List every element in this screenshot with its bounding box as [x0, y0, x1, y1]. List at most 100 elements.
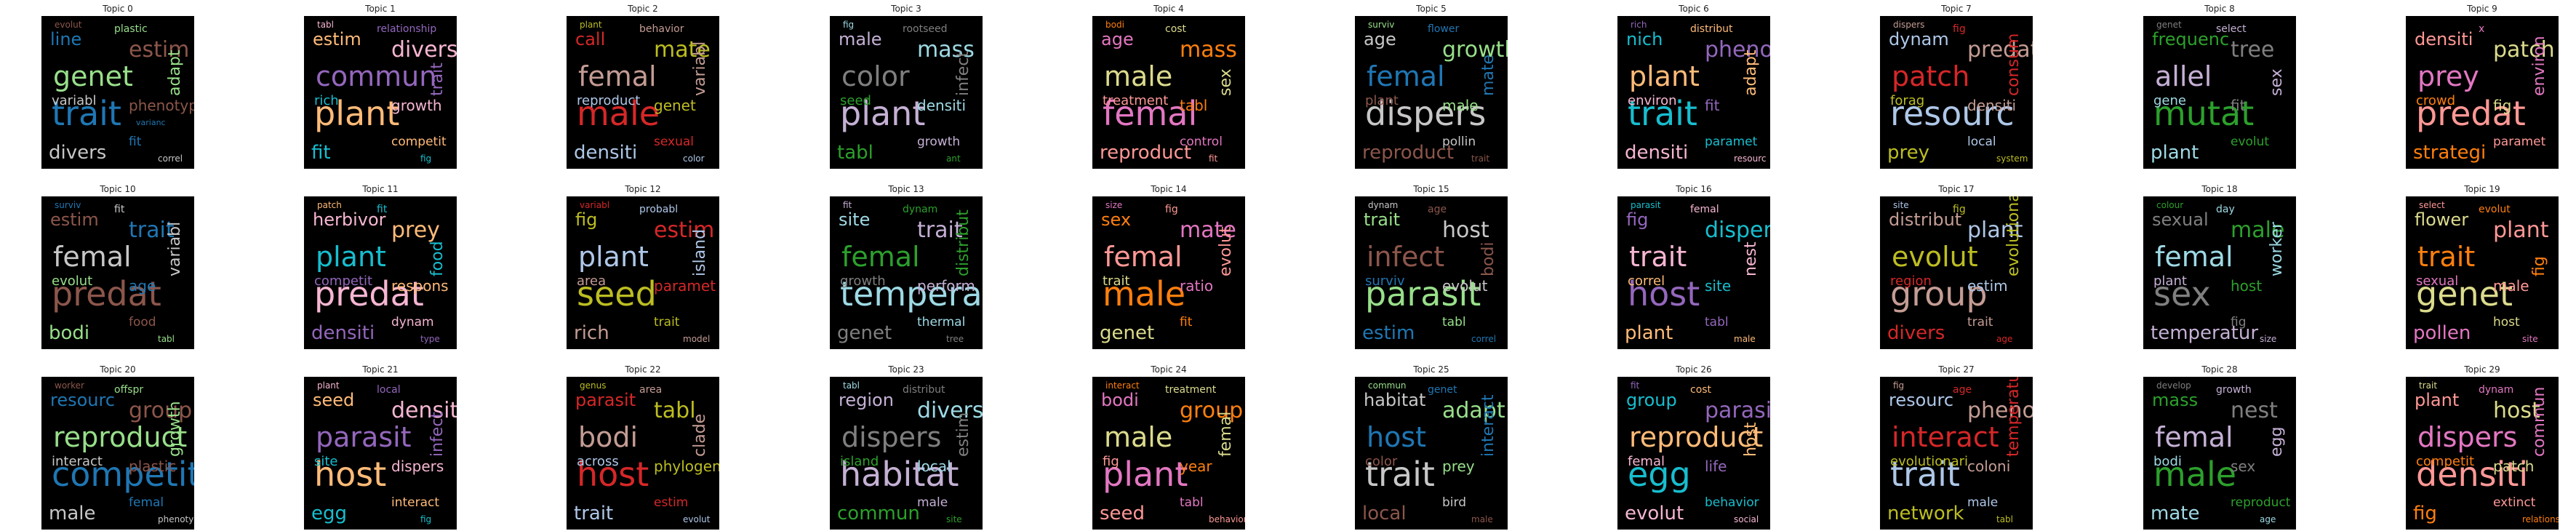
cloud-word: growth — [166, 401, 184, 457]
cloud-word: dispers — [1893, 20, 1924, 30]
cloud-word: male — [1103, 274, 1185, 314]
word-cloud: temperaturfemaltrait genet site distributpe… — [830, 196, 983, 349]
cloud-word: age — [1101, 29, 1134, 49]
cloud-word: parasit — [1365, 274, 1481, 314]
topic-title: Topic 20 — [100, 364, 136, 375]
cloud-word: adapt — [166, 49, 184, 96]
topic-title: Topic 19 — [2464, 184, 2500, 194]
cloud-word: femal — [1104, 241, 1183, 273]
cloud-word: dispers — [391, 458, 444, 475]
cloud-word: competit — [391, 135, 447, 149]
cloud-word: genet — [2416, 274, 2513, 314]
cloud-word: model — [683, 334, 710, 344]
cloud-word: evolut — [2231, 135, 2269, 149]
cloud-word: evolutionari — [1890, 454, 1968, 469]
cloud-word: growth — [391, 97, 442, 114]
cloud-word: male — [839, 29, 882, 49]
cloud-word: tabl — [1442, 315, 1466, 330]
topic-title: Topic 8 — [2204, 4, 2235, 14]
cloud-word: trait — [129, 217, 175, 243]
cloud-word: genet — [837, 322, 892, 344]
cloud-word: fig — [420, 514, 431, 524]
cloud-word: bird — [1442, 495, 1466, 510]
cloud-word: tabl — [1705, 315, 1729, 330]
cloud-word: local — [917, 458, 951, 475]
cloud-word: plant — [2151, 142, 2199, 164]
cloud-word: color — [683, 153, 705, 164]
cloud-word: network — [1887, 503, 1964, 524]
cloud-word: tabl — [843, 380, 860, 391]
cloud-word: reproduct — [2231, 495, 2291, 510]
cloud-word: color — [1365, 454, 1398, 469]
word-cloud: plant commun divers fit estim trait growth rich… — [304, 16, 457, 169]
cloud-word: rich — [314, 93, 339, 108]
cloud-word: coloni — [1967, 458, 2010, 475]
cloud-word: strategi — [2413, 142, 2486, 164]
cloud-word: prey — [1887, 142, 1929, 164]
cloud-word: bodi — [1101, 390, 1139, 410]
cloud-word: densiti — [311, 322, 375, 344]
word-cloud: mutat allel tree plant frequenc sex fit gene evo… — [2143, 16, 2296, 169]
cloud-word: fig — [1893, 380, 1904, 391]
cloud-word: competit — [52, 455, 194, 494]
cloud-word: prey — [2417, 60, 2479, 92]
cloud-word: plant — [1625, 322, 1673, 344]
cloud-word: mate — [654, 37, 711, 63]
cloud-word: sex — [2153, 274, 2211, 314]
cloud-word: nich — [1626, 29, 1663, 49]
cloud-word: genet — [1100, 322, 1154, 344]
cloud-word: resourc — [1890, 94, 2015, 133]
cloud-word: seed — [577, 274, 657, 314]
cloud-word: fig — [2231, 315, 2247, 330]
word-cloud: habitat dispers divers commun region estim loc… — [830, 377, 983, 530]
cloud-word: treatment — [1165, 384, 1217, 396]
cloud-word: fit — [2231, 97, 2246, 114]
cloud-word: plant — [1365, 93, 1399, 108]
cloud-word: mate — [2151, 503, 2199, 524]
cloud-word: host — [1442, 217, 1489, 243]
cloud-word: tabl — [1180, 97, 1207, 114]
word-cloud: competit reproduct group male resourc growth p… — [41, 377, 194, 530]
topic-title: Topic 7 — [1941, 4, 1972, 14]
cloud-word: bodi — [1479, 241, 1497, 276]
cloud-word: patch — [2493, 458, 2534, 475]
cloud-word: clade — [691, 414, 709, 457]
cloud-word: forag — [1890, 93, 1924, 108]
topic-title: Topic 26 — [1676, 364, 1712, 375]
cloud-word: commun — [1368, 380, 1407, 391]
cloud-word: age — [2260, 514, 2276, 524]
cloud-word: femal — [1103, 94, 1197, 133]
cloud-word: male — [1442, 97, 1479, 114]
cloud-word: plant — [2493, 217, 2549, 243]
cloud-word: evolut — [52, 274, 92, 289]
word-cloud: resourc patch predat prey dynam consum densiti… — [1880, 16, 2033, 169]
cloud-word: estim — [313, 29, 361, 49]
word-cloud: trait host adapt local habitat interact prey co… — [1355, 377, 1508, 530]
cloud-word: relationship — [377, 23, 436, 35]
cloud-word: male — [917, 495, 948, 510]
cloud-word: plant — [1103, 455, 1188, 494]
cloud-word: trait — [1365, 455, 1435, 494]
cloud-word: island — [691, 229, 709, 276]
cloud-word: trait — [1890, 455, 1960, 494]
cloud-word: trait — [574, 503, 613, 524]
cloud-word: gene — [2153, 93, 2186, 108]
topic-title: Topic 11 — [362, 184, 399, 194]
cloud-word: male — [1734, 334, 1756, 344]
cloud-word: paramet — [654, 277, 716, 295]
topic-title: Topic 27 — [1938, 364, 1975, 375]
cloud-word: dispers — [1365, 94, 1486, 133]
cloud-word: site — [2522, 334, 2538, 344]
cloud-word: prey — [1442, 458, 1475, 475]
cloud-word: group — [1626, 390, 1677, 410]
cloud-word: male — [1471, 514, 1493, 524]
cloud-word: trait — [654, 315, 680, 330]
cloud-word: infect — [1367, 241, 1444, 273]
topic-title: Topic 22 — [625, 364, 661, 375]
cloud-word: rich — [1631, 20, 1647, 30]
cloud-word: correl — [1471, 334, 1496, 344]
topic-title: Topic 4 — [1153, 4, 1184, 14]
